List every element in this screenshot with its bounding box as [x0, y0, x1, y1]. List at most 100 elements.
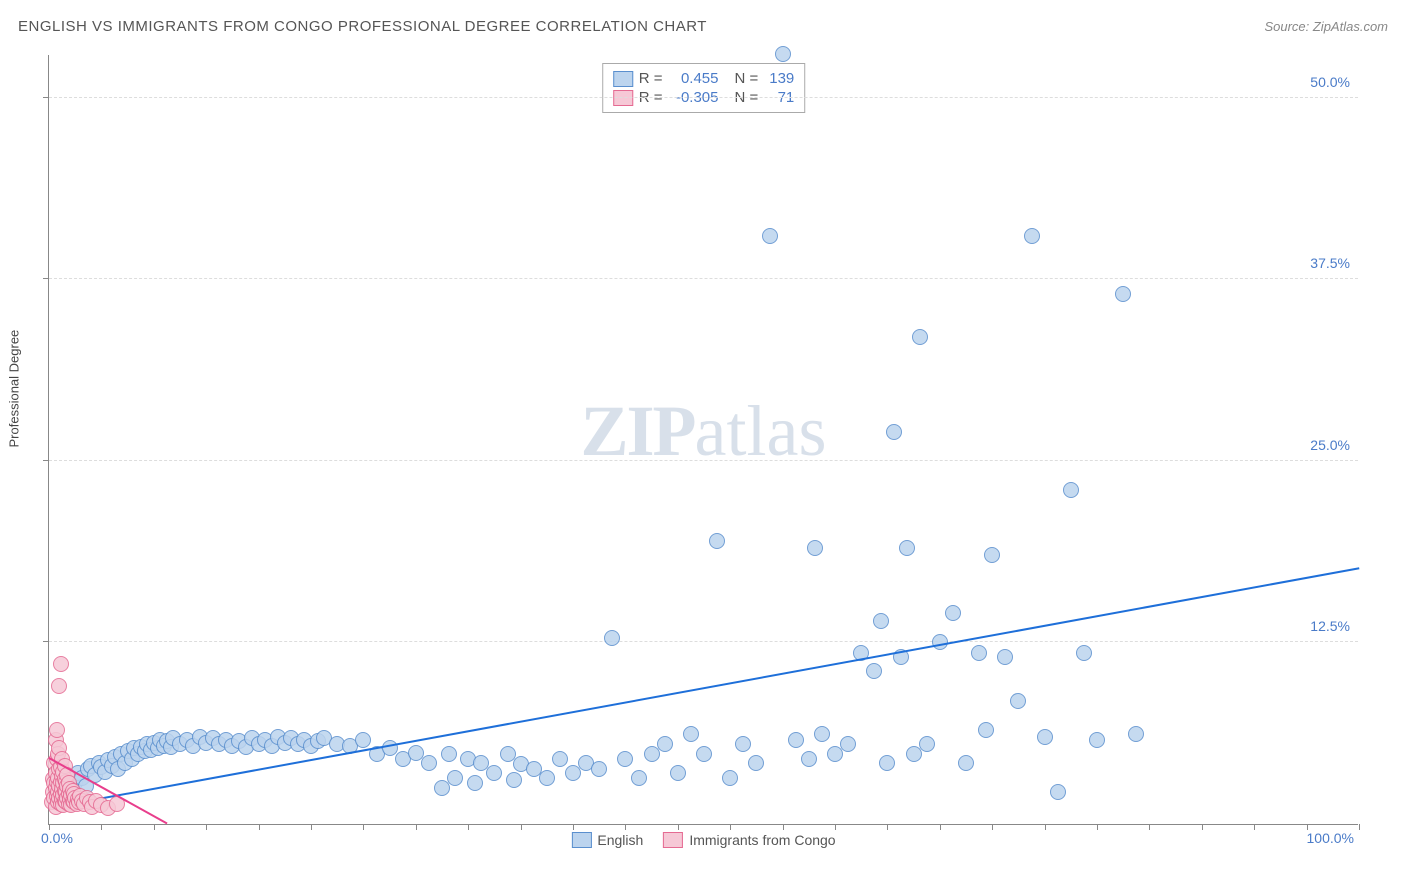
- scatter-point: [539, 770, 555, 786]
- x-tick-mark: [259, 824, 260, 830]
- y-tick-label: 25.0%: [1310, 437, 1350, 453]
- legend-label-english: English: [597, 832, 643, 848]
- gridline: [49, 97, 1358, 98]
- swatch-congo: [663, 832, 683, 848]
- scatter-point: [552, 751, 568, 767]
- scatter-point: [1089, 732, 1105, 748]
- scatter-chart: ZIPatlas R = 0.455 N = 139 R = -0.305 N …: [48, 55, 1358, 825]
- scatter-point: [814, 726, 830, 742]
- scatter-point: [1128, 726, 1144, 742]
- x-tick-mark: [1045, 824, 1046, 830]
- x-tick-mark: [311, 824, 312, 830]
- scatter-point: [631, 770, 647, 786]
- scatter-point: [696, 746, 712, 762]
- r-label: R =: [639, 70, 663, 87]
- x-tick-mark: [1097, 824, 1098, 830]
- x-tick-mark: [468, 824, 469, 830]
- legend-item-congo: Immigrants from Congo: [663, 832, 835, 848]
- x-tick-mark: [678, 824, 679, 830]
- chart-title: ENGLISH VS IMMIGRANTS FROM CONGO PROFESS…: [18, 18, 707, 35]
- x-tick-mark: [416, 824, 417, 830]
- scatter-point: [1037, 729, 1053, 745]
- swatch-english: [571, 832, 591, 848]
- x-tick-mark: [154, 824, 155, 830]
- y-axis-label: Professional Degree: [7, 330, 22, 448]
- scatter-point: [51, 678, 67, 694]
- x-tick-mark: [1202, 824, 1203, 830]
- stats-row-english: R = 0.455 N = 139: [613, 70, 795, 87]
- scatter-point: [912, 329, 928, 345]
- scatter-point: [355, 732, 371, 748]
- x-tick-mark: [730, 824, 731, 830]
- x-tick-mark: [1149, 824, 1150, 830]
- scatter-point: [447, 770, 463, 786]
- scatter-point: [1024, 228, 1040, 244]
- scatter-point: [1010, 693, 1026, 709]
- scatter-point: [958, 755, 974, 771]
- scatter-point: [670, 765, 686, 781]
- x-tick-mark: [887, 824, 888, 830]
- scatter-point: [886, 424, 902, 440]
- y-tick-mark: [43, 278, 49, 279]
- scatter-point: [866, 663, 882, 679]
- scatter-point: [506, 772, 522, 788]
- scatter-point: [421, 755, 437, 771]
- y-tick-mark: [43, 460, 49, 461]
- x-tick-mark: [940, 824, 941, 830]
- x-tick-mark: [521, 824, 522, 830]
- gridline: [49, 278, 1358, 279]
- scatter-point: [617, 751, 633, 767]
- scatter-point: [1076, 645, 1092, 661]
- swatch-english: [613, 71, 633, 87]
- x-tick-label: 100.0%: [1307, 830, 1354, 846]
- scatter-point: [1115, 286, 1131, 302]
- legend-label-congo: Immigrants from Congo: [689, 832, 835, 848]
- scatter-point: [788, 732, 804, 748]
- bottom-legend: English Immigrants from Congo: [571, 832, 835, 848]
- y-tick-mark: [43, 97, 49, 98]
- x-tick-mark: [1254, 824, 1255, 830]
- x-tick-mark: [573, 824, 574, 830]
- x-tick-mark: [363, 824, 364, 830]
- scatter-point: [657, 736, 673, 752]
- scatter-point: [762, 228, 778, 244]
- x-tick-mark: [206, 824, 207, 830]
- watermark-atlas: atlas: [695, 391, 827, 471]
- y-tick-label: 12.5%: [1310, 618, 1350, 634]
- y-tick-label: 37.5%: [1310, 255, 1350, 271]
- scatter-point: [775, 46, 791, 62]
- scatter-point: [1050, 784, 1066, 800]
- scatter-point: [919, 736, 935, 752]
- scatter-point: [997, 649, 1013, 665]
- scatter-point: [971, 645, 987, 661]
- scatter-point: [604, 630, 620, 646]
- scatter-point: [801, 751, 817, 767]
- scatter-point: [53, 656, 69, 672]
- scatter-point: [945, 605, 961, 621]
- scatter-point: [840, 736, 856, 752]
- legend-item-english: English: [571, 832, 643, 848]
- scatter-point: [486, 765, 502, 781]
- stats-legend-box: R = 0.455 N = 139 R = -0.305 N = 71: [602, 63, 806, 113]
- scatter-point: [441, 746, 457, 762]
- trend-line: [49, 568, 1359, 810]
- n-label: N =: [735, 70, 759, 87]
- scatter-point: [683, 726, 699, 742]
- scatter-point: [467, 775, 483, 791]
- scatter-point: [49, 722, 65, 738]
- scatter-point: [899, 540, 915, 556]
- scatter-point: [807, 540, 823, 556]
- x-tick-mark: [992, 824, 993, 830]
- x-tick-mark: [101, 824, 102, 830]
- x-tick-label: 0.0%: [41, 830, 73, 846]
- r-value-english: 0.455: [669, 70, 719, 87]
- y-tick-label: 50.0%: [1310, 74, 1350, 90]
- scatter-point: [735, 736, 751, 752]
- n-value-english: 139: [764, 70, 794, 87]
- gridline: [49, 641, 1358, 642]
- scatter-point: [879, 755, 895, 771]
- scatter-point: [709, 533, 725, 549]
- x-tick-mark: [783, 824, 784, 830]
- x-tick-mark: [835, 824, 836, 830]
- x-tick-mark: [1359, 824, 1360, 830]
